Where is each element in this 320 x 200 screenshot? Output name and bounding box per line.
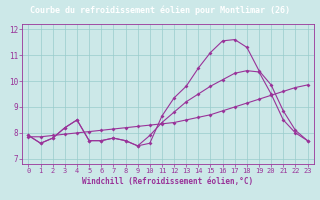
X-axis label: Windchill (Refroidissement éolien,°C): Windchill (Refroidissement éolien,°C) xyxy=(83,177,253,186)
Text: Courbe du refroidissement éolien pour Montlimar (26): Courbe du refroidissement éolien pour Mo… xyxy=(30,5,290,15)
